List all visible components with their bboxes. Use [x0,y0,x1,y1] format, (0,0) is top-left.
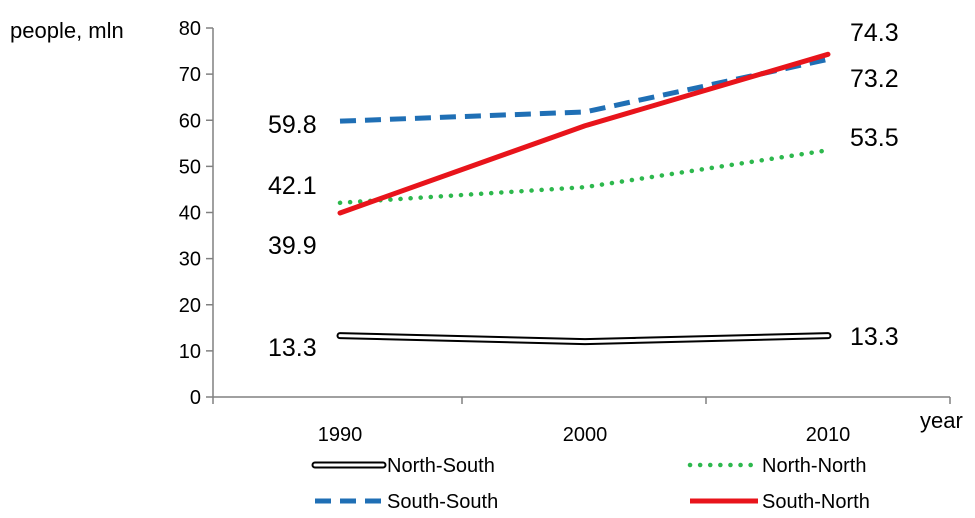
y-tick-label: 80 [179,18,201,40]
series-line-north-north [337,147,831,206]
data-label: 73.2 [850,65,899,93]
series-layer [336,51,832,346]
legend-label: North-North [762,455,866,477]
data-label: 59.8 [268,111,317,139]
legend-label: South-South [387,491,498,513]
x-tick-label: 1990 [318,424,363,446]
series-line-south-south [339,56,829,124]
legend-label: North-South [387,455,495,477]
y-tick-label: 50 [179,156,201,178]
series-line-south-north [337,51,831,216]
y-tick-label: 0 [190,387,201,409]
x-axis-title: year [920,408,963,433]
y-axis-title: people, mln [10,18,124,43]
data-label: 13.3 [268,334,317,362]
y-axis-ticks: 0 10 20 30 40 50 60 70 80 [179,18,213,409]
data-label: 42.1 [268,172,317,200]
legend: North-South North-North South-South South-N… [311,455,870,513]
x-tick-label: 2000 [563,424,608,446]
legend-label: South-North [762,491,870,513]
y-tick-label: 60 [179,110,201,132]
data-label: 74.3 [850,19,899,47]
data-label: 53.5 [850,124,899,152]
x-axis-ticks: 1990 2000 2010 [212,397,951,446]
x-tick-label: 2010 [806,424,851,446]
data-labels: 13.3 13.3 42.1 53.5 59.8 73.2 39.9 74.3 [268,19,899,362]
y-tick-label: 70 [179,64,201,86]
data-label: 39.9 [268,232,317,260]
y-tick-label: 20 [179,295,201,317]
y-tick-label: 30 [179,249,201,271]
data-label: 13.3 [850,323,899,351]
series-line-north-south-inner [338,334,830,344]
y-tick-label: 40 [179,203,201,225]
y-tick-label: 10 [179,341,201,363]
